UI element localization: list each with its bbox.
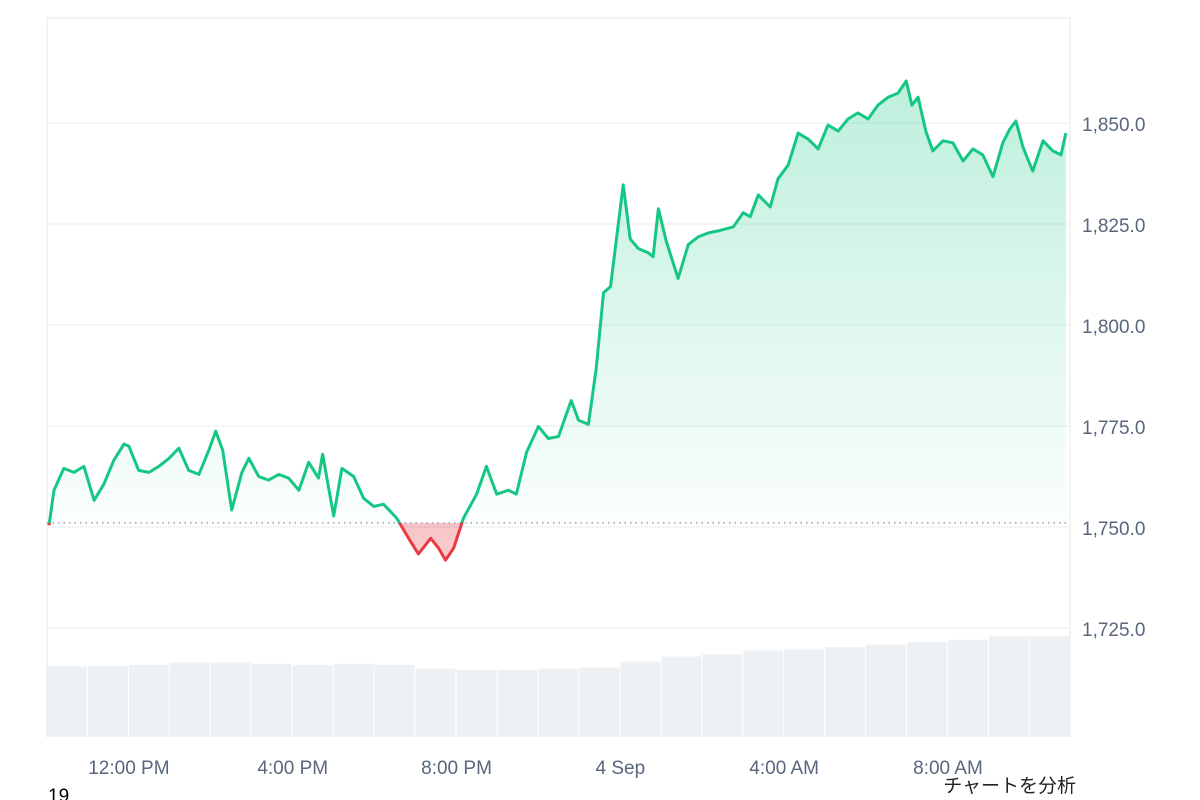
volume-bar xyxy=(702,654,743,737)
volume-bar xyxy=(251,663,292,737)
volume-bar xyxy=(988,636,1029,737)
volume-bar xyxy=(333,663,374,737)
volume-bar xyxy=(169,662,210,737)
volume-bar xyxy=(825,647,866,737)
volume-bar xyxy=(415,668,456,737)
y-tick-label: 1,850.0 xyxy=(1082,115,1145,136)
volume-bar xyxy=(374,665,415,737)
x-tick-label: 8:00 AM xyxy=(913,758,983,779)
volume-bar xyxy=(579,667,620,737)
y-tick-label: 1,800.0 xyxy=(1082,317,1145,338)
y-tick-label: 1,725.0 xyxy=(1082,620,1145,641)
y-tick-label: 1,825.0 xyxy=(1082,216,1145,237)
volume-bar xyxy=(907,642,947,737)
volume-bar xyxy=(947,639,988,737)
volume-bar xyxy=(292,665,333,737)
volume-bar xyxy=(1029,636,1069,737)
x-tick-label: 12:00 PM xyxy=(88,758,169,779)
x-tick-label: 4:00 PM xyxy=(257,758,328,779)
price-line xyxy=(47,79,1068,562)
analyze-chart-link[interactable]: チャートを分析 xyxy=(943,775,1076,797)
volume-bar xyxy=(661,656,702,737)
volume-bar xyxy=(620,661,661,737)
x-tick-label: 8:00 PM xyxy=(421,758,492,779)
x-tick-label: 4 Sep xyxy=(596,758,646,779)
volume-bar xyxy=(538,668,579,737)
y-tick-label: 1,775.0 xyxy=(1082,418,1145,439)
y-tick-label: 1,750.0 xyxy=(1082,519,1145,540)
area-fill xyxy=(49,81,1066,561)
volume-bar xyxy=(87,666,128,737)
volume-bar xyxy=(210,662,251,737)
volume-bar xyxy=(866,644,907,737)
volume-bar xyxy=(743,650,784,737)
volume-bar xyxy=(456,669,497,737)
volume-bar xyxy=(47,666,87,737)
volume-bar xyxy=(784,649,825,737)
volume-bar xyxy=(497,669,538,737)
x-tick-label: 4:00 AM xyxy=(749,758,819,779)
volume-bar xyxy=(128,665,169,737)
footer-number: 19 xyxy=(48,786,69,800)
